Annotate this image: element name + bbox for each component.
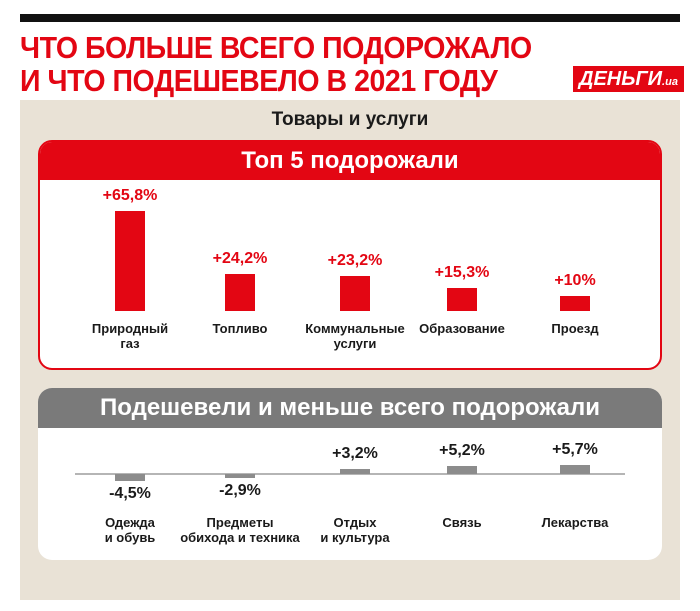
logo: ДЕНЬГИ.ua <box>573 66 684 92</box>
bar <box>225 274 255 311</box>
category-label: Коммунальные услуги <box>305 321 405 351</box>
value-label: +5,7% <box>552 441 598 459</box>
bar <box>447 466 477 474</box>
value-label: +15,3% <box>434 263 490 281</box>
category-label: Отдых и культура <box>320 515 390 545</box>
subtitle: Товары и услуги <box>271 109 429 130</box>
zero-line <box>75 473 625 475</box>
top-rule <box>20 14 680 22</box>
bar <box>115 210 145 311</box>
value-label: +23,2% <box>327 251 383 269</box>
bar <box>560 295 590 311</box>
value-label: +24,2% <box>212 250 268 268</box>
category-label: Одежда и обувь <box>104 515 156 545</box>
bar <box>340 275 370 311</box>
logo-suffix: .ua <box>662 76 678 88</box>
bar <box>447 287 477 311</box>
category-label: Топливо <box>212 321 268 336</box>
value-label: +5,2% <box>439 442 485 460</box>
value-label: -2,9% <box>219 482 261 500</box>
bar <box>560 465 590 474</box>
category-label: Природный газ <box>91 321 169 351</box>
title-line: И ЧТО ПОДЕШЕВЕЛО В 2021 ГОДУ <box>20 63 498 98</box>
category-label: Проезд <box>551 321 599 336</box>
chart-title: Топ 5 подорожали <box>40 142 660 180</box>
logo-text: ДЕНЬГИ <box>579 68 663 90</box>
chart-title: Подешевели и меньше всего подорожали <box>38 388 662 428</box>
value-label: +10% <box>554 271 596 289</box>
title-line: ЧТО БОЛЬШЕ ВСЕГО ПОДОРОЖАЛО <box>20 30 532 65</box>
category-label: Предметы обихода и техника <box>180 515 300 545</box>
bar <box>115 474 145 481</box>
category-label: Образование <box>419 321 505 336</box>
chart-card: Топ 5 подорожали <box>38 140 662 370</box>
value-label: +65,8% <box>102 186 158 204</box>
category-label: Связь <box>442 515 482 530</box>
bar <box>225 474 255 479</box>
value-label: -4,5% <box>109 484 151 502</box>
category-label: Лекарства <box>541 515 609 530</box>
bar <box>340 469 370 474</box>
value-label: +3,2% <box>332 445 378 463</box>
